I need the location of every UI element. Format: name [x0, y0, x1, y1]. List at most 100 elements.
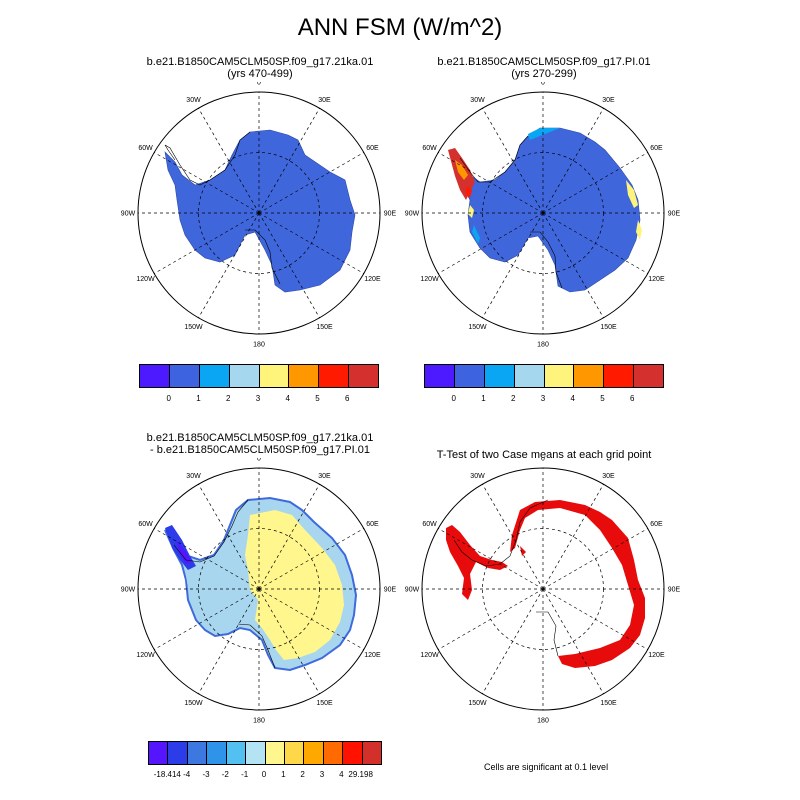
colorbar-tick-label: 4: [339, 770, 344, 779]
longitude-label: 30E: [318, 97, 331, 104]
colorbar-swatch: [634, 365, 663, 387]
longitude-label: 60W: [422, 521, 437, 528]
colorbar-tick-label: 5: [315, 394, 320, 403]
meridian-line: [438, 588, 544, 650]
colorbar-tick-label: 1: [196, 394, 201, 403]
meridian-line: [154, 588, 260, 650]
meridian-line: [482, 212, 544, 318]
colorbar-swatch: [323, 742, 344, 764]
meridian-line: [258, 152, 364, 214]
colorbar-tick-label: -4: [183, 770, 191, 779]
colorbar-swatch: [168, 742, 188, 764]
panel1-title-line2: (yrs 470-499): [227, 68, 293, 80]
longitude-label: 150W: [468, 700, 487, 707]
longitude-label: 60E: [650, 145, 663, 152]
meridian-line: [198, 484, 260, 590]
colorbar-swatch: [454, 365, 485, 387]
colorbar-tick-label: -18.414: [153, 770, 181, 779]
colorbar-swatch: [484, 365, 515, 387]
longitude-label: 180: [253, 342, 265, 349]
longitude-label: 120W: [420, 276, 439, 283]
longitude-label: 90W: [121, 211, 136, 218]
colorbar-tick-label: 2: [300, 770, 305, 779]
colorbar-swatch: [304, 742, 324, 764]
longitude-label: 0: [257, 458, 261, 463]
colorbar-tick-label: 1: [281, 770, 286, 779]
meridian-line: [154, 152, 260, 214]
significance-footnote: Cells are significant at 0.1 level: [484, 762, 609, 772]
meridian-line: [258, 108, 320, 214]
colorbar-tick-label: 4: [570, 394, 575, 403]
map-panel-pi: 0 30E 60E 90E 120E 150E 180 150W 120W 90W 60W 30W: [405, 82, 681, 349]
colorbar-swatch: [514, 365, 545, 387]
meridian-line: [258, 588, 364, 650]
colorbar-tick-label: 2: [511, 394, 516, 403]
colorbar-swatch: [604, 365, 635, 387]
longitude-label: 60E: [650, 521, 663, 528]
meridian-line: [258, 528, 364, 590]
colorbar-swatch: [343, 742, 363, 764]
colorbar-swatch: [246, 742, 266, 764]
colorbar-swatch: [289, 365, 320, 387]
colorbar-tick-label: 0: [451, 394, 456, 403]
longitude-label: 120W: [136, 276, 155, 283]
longitude-label: 30E: [602, 97, 615, 104]
longitude-label: 120W: [136, 652, 155, 659]
panel2-title: b.e21.B1850CAM5CLM50SP.f09_g17.PI.01 (yr…: [344, 56, 744, 80]
colorbar-tick-label: 0: [166, 394, 171, 403]
longitude-label: 60E: [366, 521, 379, 528]
longitude-label: 120E: [648, 652, 665, 659]
colorbar-pi: [424, 364, 664, 388]
colorbar-swatch: [169, 365, 200, 387]
panel2-title-line2: (yrs 270-299): [511, 68, 577, 80]
colorbar-tick-label: -3: [202, 770, 210, 779]
meridian-line: [542, 528, 648, 590]
map-panel-21ka: 0 30E 60E 90E 120E 150E 180 150W 120W 90W 60W 30W: [121, 82, 397, 349]
colorbar-tick-label: 2: [226, 394, 231, 403]
meridian-line: [542, 108, 604, 214]
longitude-label: 60W: [422, 145, 437, 152]
longitude-label: 90E: [384, 587, 397, 594]
meridian-line: [482, 108, 544, 214]
longitude-label: 180: [537, 718, 549, 725]
longitude-label: 90E: [668, 587, 681, 594]
colorbar-swatch: [140, 365, 170, 387]
meridian-line: [198, 212, 260, 318]
longitude-label: 180: [537, 342, 549, 349]
colorbar-difference-labels: -18.414 -4 -3 -2 -1 0 1 2 3 4 29.198: [148, 770, 380, 782]
meridian-line: [258, 588, 320, 694]
meridian-line: [542, 588, 604, 694]
longitude-label: 60W: [138, 521, 153, 528]
panel4-title: T-Test of two Case means at each grid po…: [344, 449, 744, 461]
longitude-label: 150E: [316, 700, 333, 707]
longitude-label: 150W: [184, 700, 203, 707]
panel1-title: b.e21.B1850CAM5CLM50SP.f09_g17.21ka.01 (…: [60, 56, 460, 80]
continent-shape: [164, 496, 358, 672]
colorbar-tick-label: 3: [540, 394, 546, 403]
longitude-label: 90E: [668, 211, 681, 218]
longitude-label: 150E: [600, 700, 617, 707]
colorbar-swatch: [149, 742, 169, 764]
panel2-title-line1: b.e21.B1850CAM5CLM50SP.f09_g17.PI.01: [437, 56, 651, 68]
meridian-line: [542, 212, 604, 318]
longitude-label: 90W: [405, 211, 420, 218]
colorbar-pi-labels: 0 1 2 3 4 5 6: [424, 394, 662, 406]
meridian-line: [438, 212, 544, 274]
colorbar-21ka-labels: 0 1 2 3 4 5 6: [139, 394, 377, 406]
panel1-title-line1: b.e21.B1850CAM5CLM50SP.f09_g17.21ka.01: [146, 56, 374, 68]
longitude-label: 30W: [186, 473, 201, 480]
longitude-label: 0: [541, 82, 545, 87]
continent-shape: [446, 499, 645, 668]
longitude-label: 30W: [186, 97, 201, 104]
colorbar-swatch: [349, 365, 378, 387]
colorbar-21ka: [139, 364, 379, 388]
longitude-label: 30W: [470, 97, 485, 104]
meridian-line: [438, 152, 544, 214]
longitude-label: 150W: [184, 324, 203, 331]
map-panel-difference: 0 30E 60E 90E 120E 150E 180 150W 120W 90W 60W 30W: [121, 458, 397, 725]
colorbar-tick-label: 6: [630, 394, 635, 403]
colorbar-swatch: [425, 365, 455, 387]
meridian-line: [482, 588, 544, 694]
colorbar-swatch: [229, 365, 260, 387]
polar-grid: 0 30E 60E 90E 120E 150E 180 150W 120W 90W 60W 30W: [121, 82, 397, 349]
